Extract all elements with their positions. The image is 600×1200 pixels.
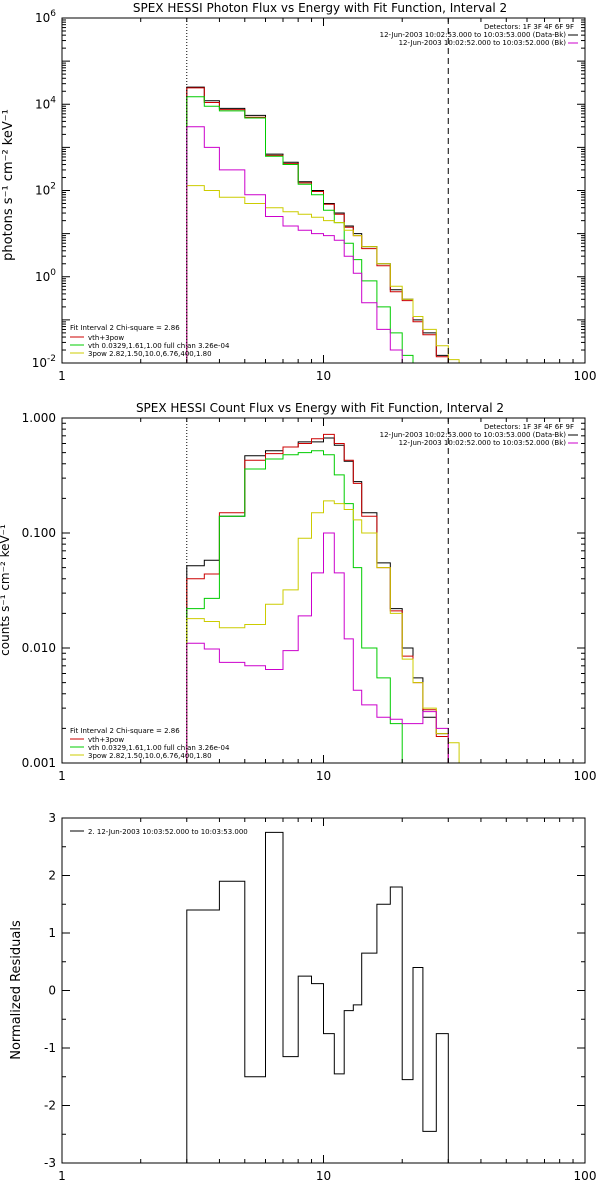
photon-flux-chart: SPEX HESSI Photon Flux vs Energy with Fi…	[1, 1, 596, 383]
series-group	[186, 433, 460, 763]
series-1-line	[186, 87, 449, 363]
x-tick-label: 1	[58, 1169, 66, 1183]
legend-title: Fit Interval 2 Chi-square = 2.86	[70, 727, 180, 735]
y-axis-label: Normalized Residuals	[9, 920, 24, 1060]
legend-entry-2: 3pow 2.82,1.50,10.0,6.76,400,1.80	[88, 752, 212, 760]
series-2-line	[186, 96, 414, 363]
y-tick-label: 0.100	[22, 526, 56, 540]
series-4-line	[186, 126, 403, 363]
x-tick-label: 10	[316, 369, 331, 383]
info-line-2: 12-Jun-2003 10:02:52.000 to 10:03:52.000…	[399, 439, 567, 447]
info-block: Detectors: 1F 3F 4F 6F 9F 12-Jun-2003 10…	[380, 23, 574, 47]
legend-entry-0: vth+3pow	[88, 736, 124, 744]
residuals-chart: Normalized Residuals 2. 12-Jun-2003 10:0…	[9, 811, 596, 1183]
info-line-1: 12-Jun-2003 10:02:53.000 to 10:03:53.000…	[380, 431, 567, 439]
x-tick-label: 100	[574, 1169, 597, 1183]
series-0-line	[186, 437, 449, 763]
series-3-line	[186, 185, 460, 363]
x-tick-label: 10	[316, 769, 331, 783]
y-tick-label: 106	[35, 9, 56, 25]
y-tick-label: 0.010	[22, 641, 56, 655]
y-tick-label: 1	[48, 926, 56, 940]
legend-entry-1: vth 0.0329,1.61,1.00 full chian 3.26e-04	[88, 342, 230, 350]
y-tick-label: 3	[48, 811, 56, 825]
series-group	[186, 831, 449, 1163]
series-3-line	[186, 500, 460, 763]
series-1-line	[186, 433, 449, 763]
info-line-2: 12-Jun-2003 10:02:52.000 to 10:03:52.000…	[399, 39, 567, 47]
y-tick-label: 0	[48, 984, 56, 998]
residual-legend: 2. 12-Jun-2003 10:03:52.000 to 10:03:53.…	[88, 828, 248, 836]
x-tick-label: 10	[316, 1169, 331, 1183]
info-line-0: Detectors: 1F 3F 4F 6F 9F	[484, 23, 574, 31]
y-tick-label: 100	[35, 268, 56, 284]
series-2-line	[186, 450, 413, 763]
x-tick-label: 100	[574, 769, 597, 783]
y-tick-label: 10-2	[32, 354, 56, 370]
fit-legend: Fit Interval 2 Chi-square = 2.86 vth+3po…	[70, 727, 230, 760]
series-4-line	[186, 532, 449, 763]
chart-title: SPEX HESSI Photon Flux vs Energy with Fi…	[133, 1, 507, 15]
fit-legend: Fit Interval 2 Chi-square = 2.86 vth+3po…	[70, 324, 230, 358]
y-tick-label: 102	[35, 182, 56, 198]
y-axis-label: counts s⁻¹ cm⁻² keV⁻¹	[0, 524, 12, 656]
info-block: Detectors: 1F 3F 4F 6F 9F 12-Jun-2003 10…	[380, 423, 574, 447]
series-0-line	[186, 86, 449, 363]
chart-title: SPEX HESSI Count Flux vs Energy with Fit…	[136, 401, 504, 415]
y-tick-label: 1.000	[22, 411, 56, 425]
x-tick-label: 1	[58, 369, 66, 383]
legend-entry-1: vth 0.0329,1.61,1.00 full chian 3.26e-04	[88, 744, 230, 752]
legend-entry-0: vth+3pow	[88, 334, 124, 342]
y-axis-label: photons s⁻¹ cm⁻² keV⁻¹	[1, 109, 16, 261]
y-tick-label: 104	[35, 95, 56, 111]
info-line-1: 12-Jun-2003 10:02:53.000 to 10:03:53.000…	[380, 31, 567, 39]
y-tick-label: -1	[44, 1041, 56, 1055]
y-tick-label: 2	[48, 869, 56, 883]
axes-frame	[61, 417, 586, 764]
legend-entry-2: 3pow 2.82,1.50,10.0,6.76,400,1.80	[88, 350, 212, 358]
count-flux-chart: SPEX HESSI Count Flux vs Energy with Fit…	[0, 401, 596, 783]
info-line-0: Detectors: 1F 3F 4F 6F 9F	[484, 423, 574, 431]
series-0-line	[186, 831, 449, 1163]
y-tick-label: 0.001	[22, 756, 56, 770]
legend-entry-0: 2. 12-Jun-2003 10:03:52.000 to 10:03:53.…	[88, 828, 248, 836]
series-group	[186, 86, 460, 363]
x-tick-label: 100	[574, 369, 597, 383]
x-tick-label: 1	[58, 769, 66, 783]
y-tick-label: -3	[44, 1156, 56, 1170]
y-tick-label: -2	[44, 1099, 56, 1113]
legend-title: Fit Interval 2 Chi-square = 2.86	[70, 324, 180, 332]
